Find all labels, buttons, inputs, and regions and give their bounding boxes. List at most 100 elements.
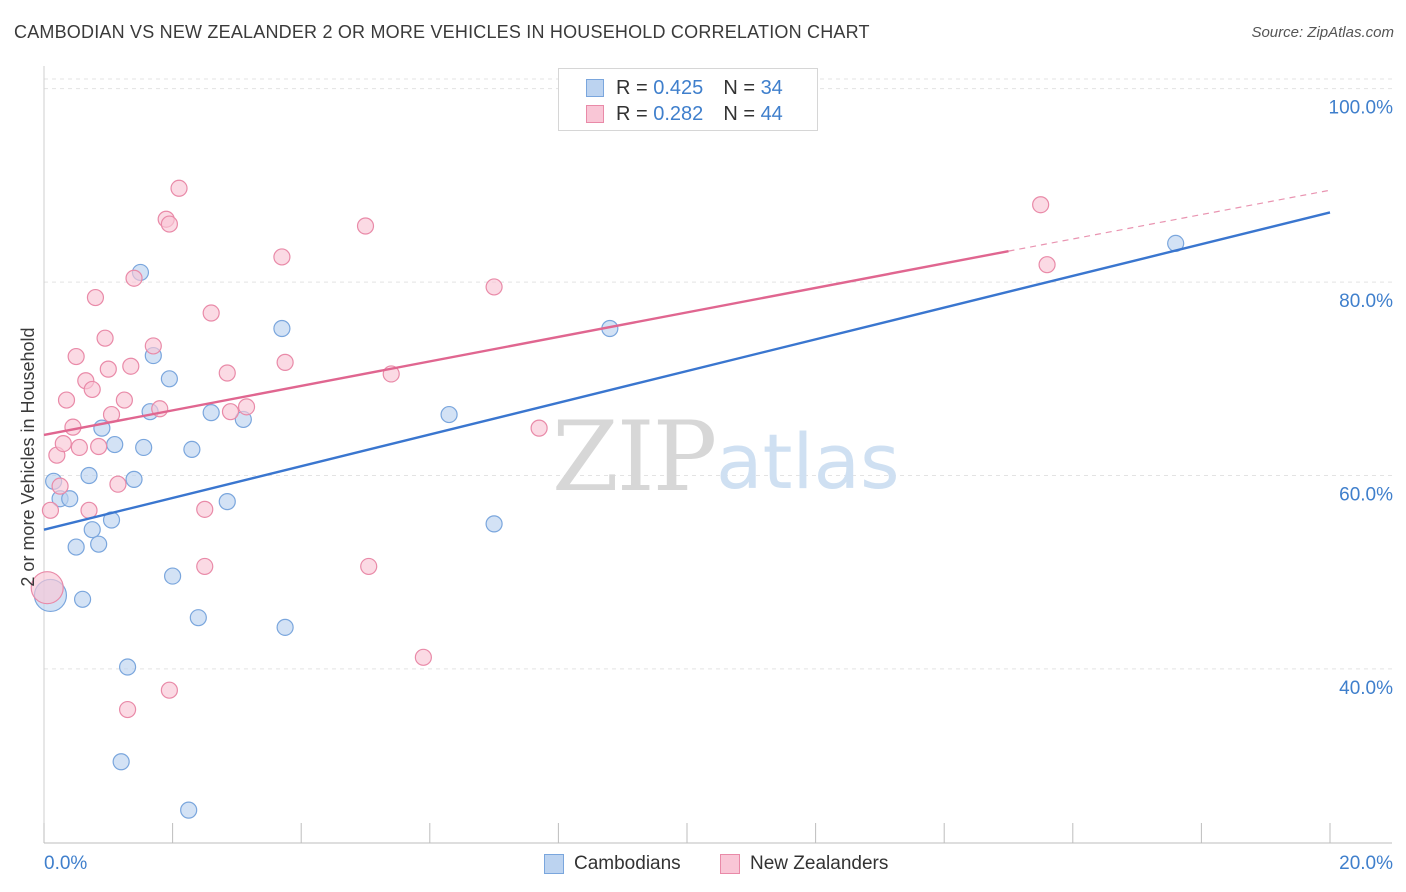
data-point — [67, 347, 85, 366]
data-point — [61, 490, 79, 508]
data-point — [1032, 196, 1050, 214]
legend-r-value: 0.282 — [653, 102, 704, 125]
data-point — [115, 391, 133, 409]
y-tick-label: 40.0% — [1339, 678, 1393, 699]
source-label: Source: ZipAtlas.com — [1251, 24, 1394, 41]
series-cambodians-points — [33, 234, 1185, 819]
data-point — [57, 391, 76, 409]
x-tick-labels: 0.0% 20.0% — [44, 853, 1393, 874]
data-point — [218, 364, 236, 382]
data-point — [485, 278, 503, 296]
data-point — [440, 405, 458, 424]
data-point — [118, 700, 137, 719]
data-point — [70, 438, 88, 457]
legend-item-new-zealanders[interactable]: New Zealanders — [720, 851, 888, 877]
legend-n-label: N = — [723, 76, 755, 99]
legend-item-cambodians[interactable]: Cambodians — [544, 851, 681, 877]
data-point — [189, 609, 207, 627]
data-point — [106, 435, 124, 454]
data-point — [86, 288, 105, 307]
data-point — [112, 753, 130, 771]
legend-n-value: 44 — [760, 102, 783, 125]
trend-line-cambodians — [43, 211, 1331, 531]
y-axis-label: 2 or more Vehicles in Household — [18, 327, 38, 586]
legend-swatch-new-zealanders — [586, 105, 604, 123]
data-point — [67, 538, 85, 556]
axes — [43, 66, 1392, 844]
data-point — [96, 329, 114, 347]
x-tick-label: 0.0% — [44, 853, 87, 874]
data-point — [118, 658, 137, 676]
data-point — [221, 403, 240, 421]
data-point — [202, 304, 220, 322]
legend-label-cambodians: Cambodians — [574, 853, 681, 874]
data-point — [273, 319, 291, 338]
data-point — [183, 440, 201, 458]
chart-title: CAMBODIAN VS NEW ZEALANDER 2 OR MORE VEH… — [14, 22, 870, 42]
legend-n-label: N = — [723, 102, 755, 125]
data-point — [144, 337, 162, 355]
data-point — [80, 466, 98, 485]
data-point — [160, 681, 178, 699]
y-tick-label: 100.0% — [1329, 98, 1394, 119]
data-point — [202, 404, 220, 422]
legend-swatch-cambodians — [544, 854, 564, 874]
legend-r-value: 0.425 — [653, 76, 704, 99]
data-point — [276, 353, 294, 371]
data-point — [196, 557, 214, 576]
series-new-zealanders-points — [30, 179, 1056, 719]
data-point — [122, 357, 140, 375]
legend-n-value: 34 — [760, 76, 783, 99]
y-tick-label: 60.0% — [1339, 485, 1393, 506]
x-tick-label: 20.0% — [1339, 853, 1393, 874]
watermark-zip: ZIP — [552, 401, 715, 513]
data-point — [125, 269, 143, 287]
trend-lines — [43, 189, 1331, 531]
correlation-legend: R = 0.425 N = 34 R = 0.282 N = 44 — [558, 68, 818, 131]
legend-swatch-cambodians — [586, 79, 604, 97]
data-point — [1038, 256, 1056, 274]
data-point — [196, 500, 214, 518]
legend-row-cambodians: R = 0.425 N = 34 — [586, 76, 783, 100]
data-point — [51, 477, 69, 495]
y-tick-label: 80.0% — [1339, 291, 1393, 312]
legend-r-label: R = — [616, 76, 648, 99]
data-point — [135, 438, 153, 457]
data-point — [218, 493, 236, 511]
data-point — [180, 801, 198, 819]
legend-swatch-new-zealanders — [720, 854, 740, 874]
data-point — [530, 419, 548, 437]
data-point — [170, 179, 188, 197]
data-point — [160, 215, 178, 233]
data-point — [237, 398, 256, 416]
data-point — [90, 437, 108, 456]
data-point — [125, 470, 143, 488]
data-point — [360, 557, 378, 576]
data-point — [109, 475, 127, 493]
data-point — [160, 370, 178, 388]
data-point — [83, 380, 101, 399]
data-point — [356, 217, 375, 235]
data-point — [41, 501, 60, 519]
data-point — [80, 501, 98, 519]
data-point — [485, 515, 503, 533]
legend-label-new-zealanders: New Zealanders — [750, 853, 889, 874]
data-point — [30, 571, 64, 605]
data-point — [273, 248, 291, 266]
data-point — [164, 567, 182, 585]
data-point — [83, 521, 101, 539]
legend-row-new-zealanders: R = 0.282 N = 44 — [586, 102, 783, 126]
watermark: ZIP atlas — [552, 401, 900, 513]
data-point — [414, 648, 432, 666]
trend-line-new-zealanders — [43, 249, 1009, 437]
gridlines — [44, 78, 1392, 670]
data-point — [276, 618, 294, 636]
legend-r-label: R = — [616, 102, 648, 125]
data-point — [73, 590, 92, 608]
data-point — [99, 360, 117, 378]
data-point — [90, 535, 108, 553]
data-point — [54, 434, 72, 453]
y-tick-labels: 100.0% 80.0% 60.0% 40.0% — [1329, 98, 1394, 699]
watermark-atlas: atlas — [716, 417, 900, 506]
